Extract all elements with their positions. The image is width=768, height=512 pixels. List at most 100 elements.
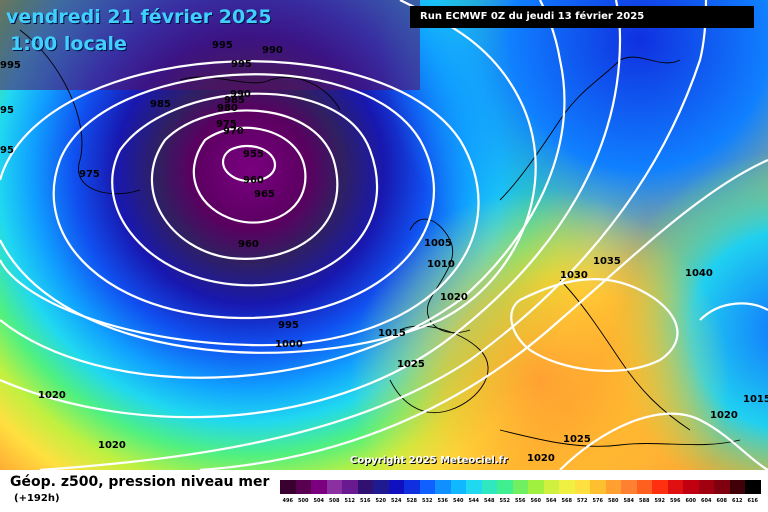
scale-swatch: 600 (683, 480, 699, 510)
scale-swatch: 544 (466, 480, 482, 510)
scale-tick-label: 604 (701, 498, 712, 504)
color-scale: 496 500 504 508 512 516 520 524 528 532 536 540 544 5… (280, 480, 761, 510)
isobar-labels: 995 990 995 985 990 985 980 975 970 955 … (0, 40, 768, 464)
isobar-label: 95 (0, 145, 14, 156)
isobar-label: 1030 (560, 270, 588, 281)
scale-tick-label: 508 (329, 498, 340, 504)
isobar-label: 975 (79, 169, 100, 180)
isobar-label: 965 (254, 189, 275, 200)
scale-color (667, 480, 683, 494)
scale-swatch: 512 (342, 480, 358, 510)
map-canvas (0, 0, 768, 470)
scale-color (466, 480, 482, 494)
scale-tick-label: 520 (375, 498, 386, 504)
isobar-label: 1020 (98, 440, 126, 451)
forecast-step: (+192h) (14, 493, 60, 504)
scale-swatch: 504 (311, 480, 327, 510)
scale-color (481, 480, 497, 494)
isobar-label: 95 (0, 105, 14, 116)
isobar-label: 960 (238, 239, 259, 250)
scale-color (543, 480, 559, 494)
scale-color (450, 480, 466, 494)
scale-tick-label: 596 (670, 498, 681, 504)
isobar-label: 1040 (685, 268, 713, 279)
scale-color (559, 480, 575, 494)
isobar-label: 1020 (710, 410, 738, 421)
scale-tick-label: 540 (453, 498, 464, 504)
scale-swatch: 500 (295, 480, 311, 510)
scale-swatch: 508 (326, 480, 342, 510)
scale-color (729, 480, 745, 494)
isobar-label: 960 (243, 175, 264, 186)
scale-tick-label: 532 (422, 498, 433, 504)
isobar-label: 995 (231, 59, 252, 70)
scale-swatch: 552 (497, 480, 513, 510)
scale-color (435, 480, 451, 494)
scale-tick-label: 512 (344, 498, 355, 504)
isobar-label: 1025 (397, 359, 425, 370)
scale-color (745, 480, 761, 494)
scale-tick-label: 528 (406, 498, 417, 504)
scale-tick-label: 616 (747, 498, 758, 504)
scale-color (698, 480, 714, 494)
isobar-label: 1000 (275, 339, 303, 350)
scale-swatch: 608 (714, 480, 730, 510)
scale-swatch: 560 (528, 480, 544, 510)
scale-color (714, 480, 730, 494)
scale-tick-label: 612 (732, 498, 743, 504)
scale-tick-label: 584 (623, 498, 634, 504)
scale-color (295, 480, 311, 494)
isobar-label: 995 (278, 320, 299, 331)
scale-swatch: 496 (280, 480, 296, 510)
isobar-label: 1010 (427, 259, 455, 270)
scale-tick-label: 592 (654, 498, 665, 504)
scale-tick-label: 580 (608, 498, 619, 504)
forecast-time: 1:00 locale (10, 33, 127, 55)
scale-swatch: 536 (435, 480, 451, 510)
scale-color (528, 480, 544, 494)
scale-color (683, 480, 699, 494)
scale-swatch: 540 (450, 480, 466, 510)
isobar-label: 1015 (378, 328, 406, 339)
isobar-label: 990 (262, 45, 283, 56)
scale-tick-label: 496 (282, 498, 293, 504)
scale-color (419, 480, 435, 494)
scale-tick-label: 504 (313, 498, 324, 504)
scale-tick-label: 576 (592, 498, 603, 504)
scale-swatch: 572 (574, 480, 590, 510)
scale-tick-label: 536 (437, 498, 448, 504)
scale-swatch: 584 (621, 480, 637, 510)
isobar-label: 990 (230, 89, 251, 100)
scale-color (342, 480, 358, 494)
scale-tick-label: 516 (360, 498, 371, 504)
scale-color (512, 480, 528, 494)
scale-color (388, 480, 404, 494)
scale-tick-label: 588 (639, 498, 650, 504)
scale-swatch: 576 (590, 480, 606, 510)
isobar-label: 970 (223, 126, 244, 137)
scale-swatch: 516 (357, 480, 373, 510)
scale-swatch: 568 (559, 480, 575, 510)
scale-color (652, 480, 668, 494)
isobar-label: 985 (150, 99, 171, 110)
scale-tick-label: 548 (484, 498, 495, 504)
scale-swatch: 548 (481, 480, 497, 510)
scale-tick-label: 544 (468, 498, 479, 504)
scale-color (404, 480, 420, 494)
isobar-label: 955 (243, 149, 264, 160)
scale-color (636, 480, 652, 494)
isobar-label: 1015 (743, 394, 768, 405)
scale-swatch: 588 (636, 480, 652, 510)
scale-color (497, 480, 513, 494)
scale-swatch: 528 (404, 480, 420, 510)
scale-swatch: 556 (512, 480, 528, 510)
isobar-label: 995 (0, 60, 21, 71)
scale-tick-label: 552 (499, 498, 510, 504)
scale-color (574, 480, 590, 494)
scale-tick-label: 568 (561, 498, 572, 504)
scale-color (590, 480, 606, 494)
isobar-label: 1020 (527, 453, 555, 464)
scale-color (280, 480, 296, 494)
product-title: Géop. z500, pression niveau mer (10, 474, 270, 490)
weather-map: 995 990 995 985 990 985 980 975 970 955 … (0, 0, 768, 470)
